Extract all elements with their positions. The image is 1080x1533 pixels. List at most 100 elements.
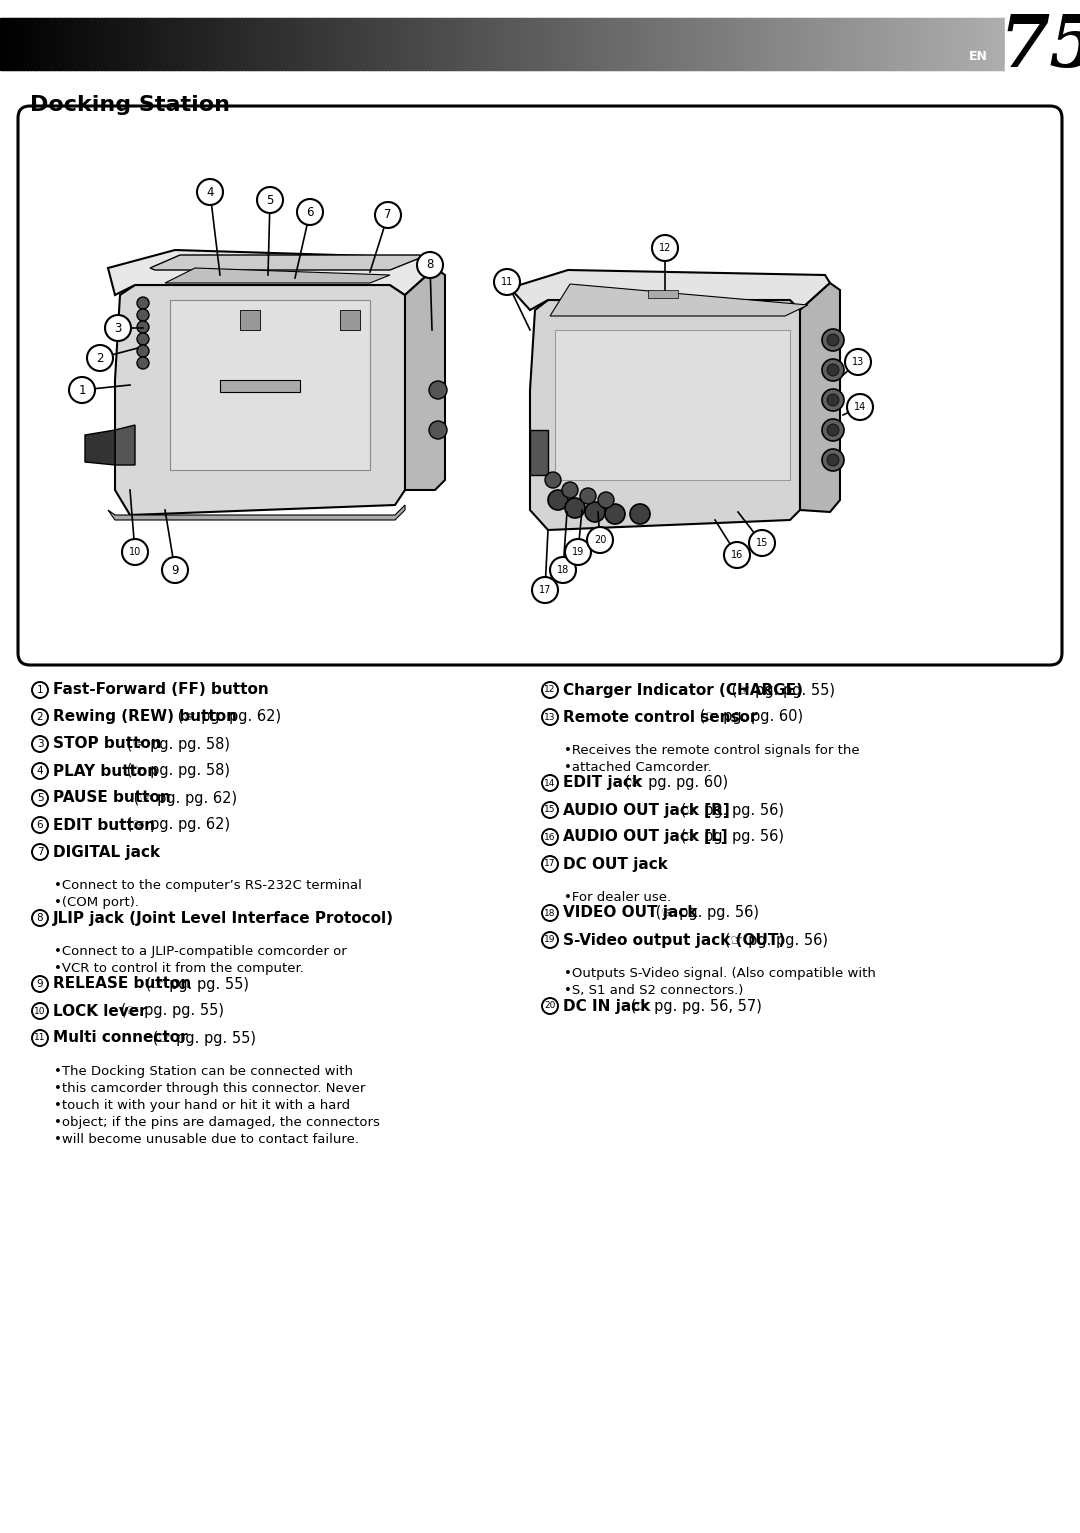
Text: AUDIO OUT jack [R]: AUDIO OUT jack [R] xyxy=(563,802,730,817)
Bar xyxy=(657,18,661,71)
Bar xyxy=(40,18,44,71)
Circle shape xyxy=(542,855,558,872)
Bar xyxy=(639,18,644,71)
Bar xyxy=(858,18,862,71)
Bar xyxy=(851,18,855,71)
Bar xyxy=(282,18,286,71)
Circle shape xyxy=(542,998,558,1013)
Circle shape xyxy=(827,454,839,466)
Bar xyxy=(429,18,433,71)
Bar xyxy=(372,18,376,71)
Bar xyxy=(841,18,846,71)
Bar xyxy=(918,18,922,71)
Bar xyxy=(368,18,373,71)
Bar xyxy=(435,18,440,71)
Bar xyxy=(258,18,262,71)
Circle shape xyxy=(375,202,401,228)
Bar xyxy=(599,18,604,71)
Bar xyxy=(107,18,111,71)
Circle shape xyxy=(542,776,558,791)
Circle shape xyxy=(197,179,222,205)
Bar xyxy=(21,18,25,71)
Bar xyxy=(733,18,738,71)
Polygon shape xyxy=(114,425,135,464)
Bar xyxy=(154,18,159,71)
Bar xyxy=(134,18,138,71)
FancyBboxPatch shape xyxy=(18,106,1062,665)
Bar xyxy=(958,18,962,71)
Circle shape xyxy=(137,345,149,357)
Bar xyxy=(808,18,812,71)
Text: 5: 5 xyxy=(267,193,273,207)
Bar xyxy=(110,18,114,71)
Text: 19: 19 xyxy=(544,935,556,944)
Bar xyxy=(921,18,926,71)
Bar xyxy=(194,18,199,71)
Bar xyxy=(140,18,145,71)
Bar xyxy=(539,18,543,71)
Bar xyxy=(27,18,31,71)
Bar xyxy=(389,18,393,71)
Circle shape xyxy=(32,736,48,753)
Bar xyxy=(505,18,510,71)
Polygon shape xyxy=(550,284,808,316)
Polygon shape xyxy=(530,300,805,530)
Text: (☞ pg. pg. 55): (☞ pg. pg. 55) xyxy=(727,682,835,698)
Bar xyxy=(543,18,548,71)
Bar xyxy=(928,18,932,71)
Polygon shape xyxy=(150,254,420,270)
Bar xyxy=(345,18,350,71)
Text: Docking Station: Docking Station xyxy=(30,95,230,115)
Bar xyxy=(248,18,253,71)
Circle shape xyxy=(822,359,843,382)
Bar xyxy=(945,18,949,71)
Bar xyxy=(413,18,417,71)
Circle shape xyxy=(32,1003,48,1019)
Bar xyxy=(215,18,219,71)
Bar xyxy=(757,18,761,71)
Circle shape xyxy=(542,708,558,725)
Text: •touch it with your hand or hit it with a hard: •touch it with your hand or hit it with … xyxy=(54,1099,350,1111)
Bar xyxy=(261,18,266,71)
Bar xyxy=(583,18,588,71)
Bar xyxy=(714,18,718,71)
Text: S-Video output jack (OUT): S-Video output jack (OUT) xyxy=(563,932,785,947)
Bar xyxy=(359,18,363,71)
Bar xyxy=(566,18,570,71)
Circle shape xyxy=(545,472,561,487)
Bar xyxy=(593,18,597,71)
Text: 75: 75 xyxy=(1000,12,1080,83)
Bar xyxy=(43,18,48,71)
Bar xyxy=(352,18,356,71)
Bar xyxy=(341,18,346,71)
Circle shape xyxy=(630,504,650,524)
Text: •The Docking Station can be connected with: •The Docking Station can be connected wi… xyxy=(54,1065,353,1078)
Bar xyxy=(509,18,514,71)
Bar xyxy=(432,18,436,71)
Bar xyxy=(955,18,959,71)
Bar xyxy=(319,18,323,71)
Bar xyxy=(536,18,540,71)
Bar xyxy=(663,18,667,71)
Text: DIGITAL jack: DIGITAL jack xyxy=(53,845,160,860)
Text: 2: 2 xyxy=(96,351,104,365)
Text: STOP button: STOP button xyxy=(53,736,162,751)
Circle shape xyxy=(137,333,149,345)
Bar xyxy=(6,18,11,71)
Text: (☞ pg. pg. 56): (☞ pg. pg. 56) xyxy=(651,906,759,920)
Bar xyxy=(218,18,222,71)
Bar xyxy=(426,18,430,71)
Bar xyxy=(459,18,463,71)
Bar xyxy=(526,18,530,71)
Circle shape xyxy=(827,363,839,376)
Bar xyxy=(804,18,808,71)
Bar xyxy=(975,18,980,71)
Bar xyxy=(185,18,189,71)
Bar xyxy=(532,18,537,71)
Text: 20: 20 xyxy=(594,535,606,546)
Text: •Connect to a JLIP-compatible comcorder or: •Connect to a JLIP-compatible comcorder … xyxy=(54,944,347,958)
Bar xyxy=(492,18,497,71)
Bar xyxy=(764,18,768,71)
Bar xyxy=(529,18,534,71)
Bar xyxy=(569,18,573,71)
